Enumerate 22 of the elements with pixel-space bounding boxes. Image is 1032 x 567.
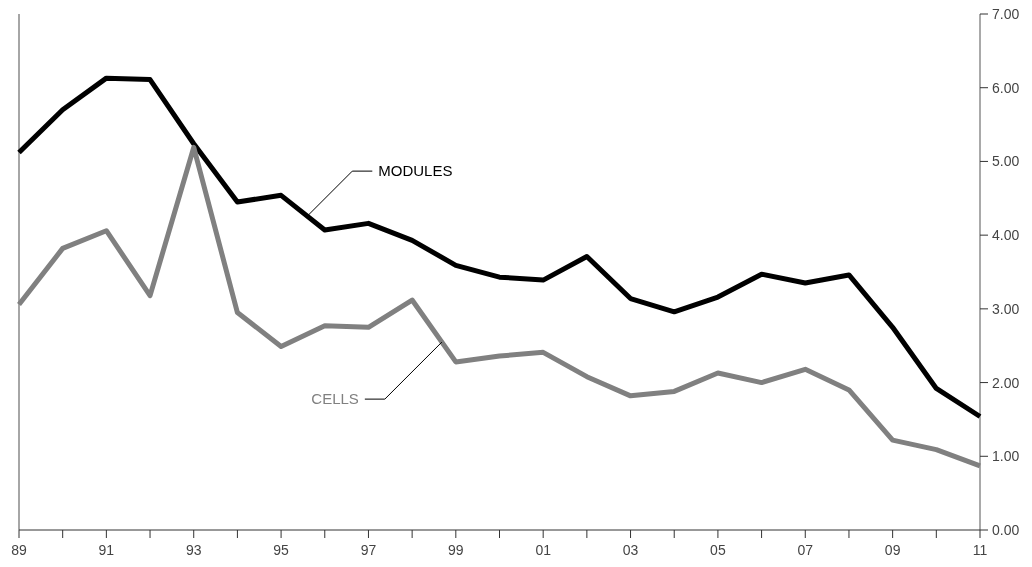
text: MODULES	[378, 162, 453, 180]
x-tick-label: 07	[797, 542, 814, 558]
x-tick-label: 89	[11, 542, 27, 558]
x-tick-label: 03	[622, 542, 639, 558]
x-tick-label: 93	[185, 542, 202, 558]
x-tick-label: 91	[98, 542, 115, 558]
x-tick-label: 05	[710, 542, 726, 558]
y-tick-label: 4.00	[992, 227, 1020, 244]
x-tick-label: 97	[360, 542, 377, 558]
text: CELLS	[311, 390, 359, 408]
y-tick-label: 7.00	[992, 6, 1020, 22]
y-tick-label: 3.00	[992, 300, 1020, 317]
x-tick-label: 09	[884, 542, 901, 558]
x-tick-label: 95	[273, 542, 290, 558]
y-tick-label: 5.00	[992, 153, 1020, 170]
y-tick-label: 0.00	[992, 522, 1020, 538]
y-tick-label: 2.00	[992, 374, 1020, 391]
x-tick-label: 99	[448, 542, 464, 558]
y-tick-label: 6.00	[992, 79, 1020, 96]
y-tick-label: 1.00	[992, 448, 1020, 465]
x-tick-label: 11	[972, 542, 988, 558]
x-tick-label: 01	[535, 542, 552, 558]
